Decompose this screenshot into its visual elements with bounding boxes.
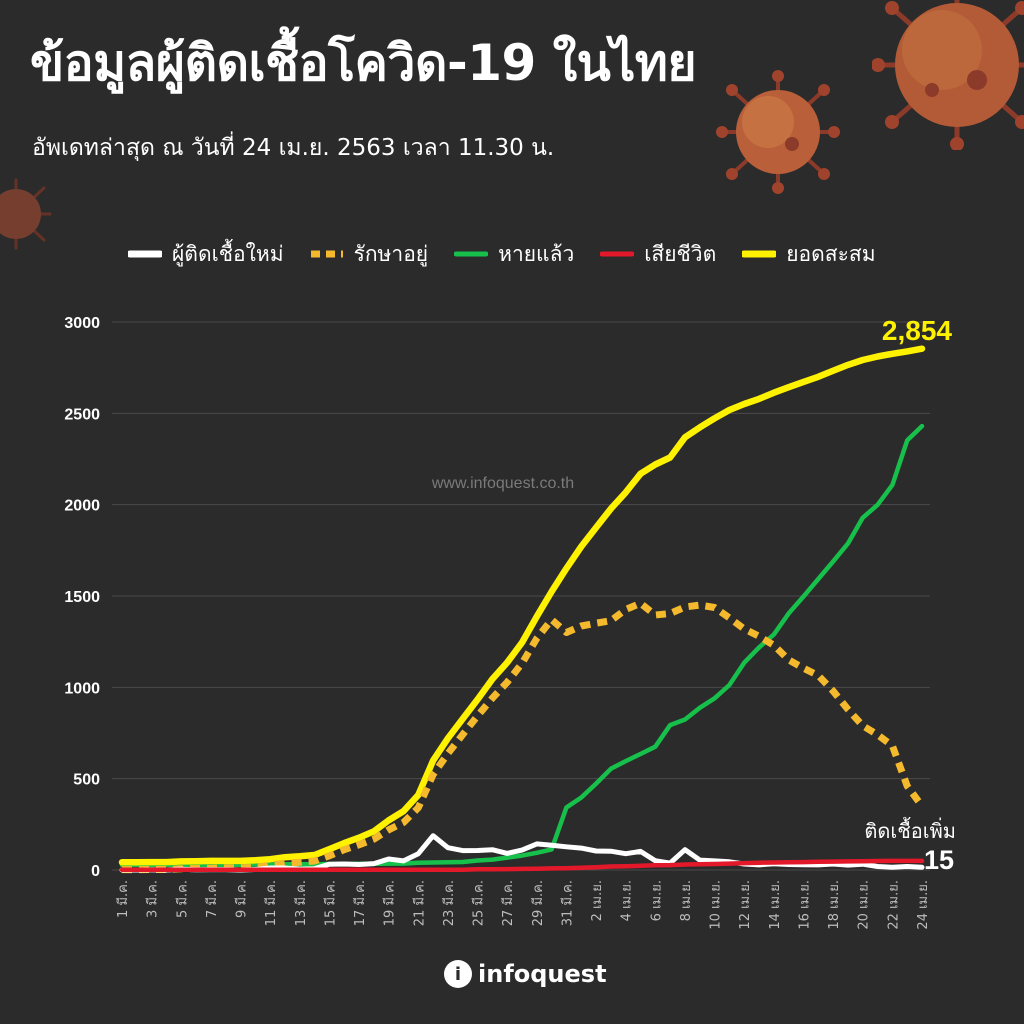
legend-item-cumulative: ยอดสะสม <box>742 238 876 271</box>
x-tick-label: 1 มี.ค. <box>115 880 131 918</box>
x-tick-label: 6 เม.ย. <box>649 880 664 921</box>
legend-label-deaths: เสียชีวิต <box>644 241 717 266</box>
x-tick-label: 9 มี.ค. <box>234 880 250 918</box>
series-line <box>118 345 926 866</box>
legend-item-deaths: เสียชีวิต <box>600 238 716 271</box>
y-tick-label: 2000 <box>64 498 100 515</box>
x-tick-label: 14 เม.ย. <box>768 880 783 930</box>
page-title: ข้อมูลผู้ติดเชื้อโควิด-19 ในไทย <box>30 34 697 92</box>
legend-label-active: รักษาอยู่ <box>353 241 429 266</box>
virus-decoration-medium <box>716 70 840 194</box>
x-tick-label: 29 มี.ค. <box>530 880 546 926</box>
series-deaths <box>119 858 925 873</box>
series-cumulative <box>118 345 926 866</box>
virus-icon <box>716 70 840 194</box>
x-tick-label: 19 มี.ค. <box>382 880 398 926</box>
x-tick-label: 15 มี.ค. <box>322 880 338 926</box>
virus-decoration-large <box>872 0 1024 150</box>
y-tick-label: 0 <box>91 863 100 880</box>
logo-text: infoquest <box>478 960 607 988</box>
legend-item-recovered: หายแล้ว <box>454 238 574 271</box>
new-cases-end-value: 15 <box>924 845 954 875</box>
virus-decoration-small <box>0 178 52 250</box>
x-tick-label: 31 มี.ค. <box>559 880 575 926</box>
legend-label-recovered: หายแล้ว <box>498 241 575 266</box>
y-tick-label: 1500 <box>64 589 100 606</box>
x-tick-label: 10 เม.ย. <box>709 880 724 930</box>
x-tick-label: 24 เม.ย. <box>916 880 931 930</box>
line-chart: www.infoquest.co.th 0 500 1000 1500 2000 2500… <box>64 315 956 930</box>
legend-label-new-cases: ผู้ติดเชื้อใหม่ <box>172 241 284 266</box>
x-tick-label: 17 มี.ค. <box>352 880 368 926</box>
x-tick-label: 16 เม.ย. <box>797 880 812 930</box>
x-tick-label: 4 เม.ย. <box>620 880 635 921</box>
x-tick-label: 3 มี.ค. <box>145 880 161 918</box>
legend-swatch-deaths <box>600 251 635 257</box>
chart-series <box>118 345 926 874</box>
legend-swatch-cumulative <box>742 250 777 258</box>
x-tick-label: 22 เม.ย. <box>886 880 901 930</box>
y-tick-label: 3000 <box>64 315 100 332</box>
watermark: www.infoquest.co.th <box>431 475 574 492</box>
update-timestamp: อัพเดทล่าสุด ณ วันที่ 24 เม.ย. 2563 เวลา… <box>32 135 555 161</box>
legend-item-new-cases: ผู้ติดเชื้อใหม่ <box>128 238 284 271</box>
x-tick-label: 8 เม.ย. <box>679 880 694 921</box>
y-tick-label: 2500 <box>64 406 100 423</box>
x-tick-label: 7 มี.ค. <box>204 880 220 918</box>
legend-swatch-active <box>310 250 343 258</box>
legend-item-active: รักษาอยู่ <box>310 238 429 271</box>
x-tick-label: 11 มี.ค. <box>263 880 279 926</box>
cumulative-end-label: 2,854 <box>882 315 952 346</box>
virus-icon <box>0 178 52 250</box>
y-tick-label: 1000 <box>64 680 100 697</box>
legend-label-cumulative: ยอดสะสม <box>786 241 876 266</box>
x-tick-label: 12 เม.ย. <box>738 880 753 930</box>
x-tick-label: 21 มี.ค. <box>411 880 427 926</box>
virus-icon <box>872 0 1024 150</box>
info-icon: i <box>444 960 472 988</box>
x-tick-label: 13 มี.ค. <box>293 880 309 926</box>
x-tick-label: 2 เม.ย. <box>590 880 605 921</box>
x-tick-label: 20 เม.ย. <box>857 880 872 930</box>
x-tick-label: 25 มี.ค. <box>471 880 487 926</box>
y-tick-label: 500 <box>73 772 100 789</box>
new-cases-caption: ติดเชื้อเพิ่ม <box>864 817 956 843</box>
x-tick-label: 5 มี.ค. <box>174 880 190 918</box>
chart-grid <box>112 321 930 871</box>
legend-swatch-new-cases <box>128 250 162 258</box>
chart-labels: 0 500 1000 1500 2000 2500 3000 1 มี.ค. 3 มี.ค. 5 … <box>64 315 931 930</box>
legend-swatch-recovered <box>454 251 489 257</box>
chart-legend: ผู้ติดเชื้อใหม่ รักษาอยู่ หายแล้ว เสียชี… <box>128 236 876 272</box>
infoquest-logo: i infoquest <box>444 960 607 988</box>
x-tick-label: 27 มี.ค. <box>500 880 516 926</box>
x-tick-label: 23 มี.ค. <box>441 880 457 926</box>
x-tick-label: 18 เม.ย. <box>827 880 842 930</box>
